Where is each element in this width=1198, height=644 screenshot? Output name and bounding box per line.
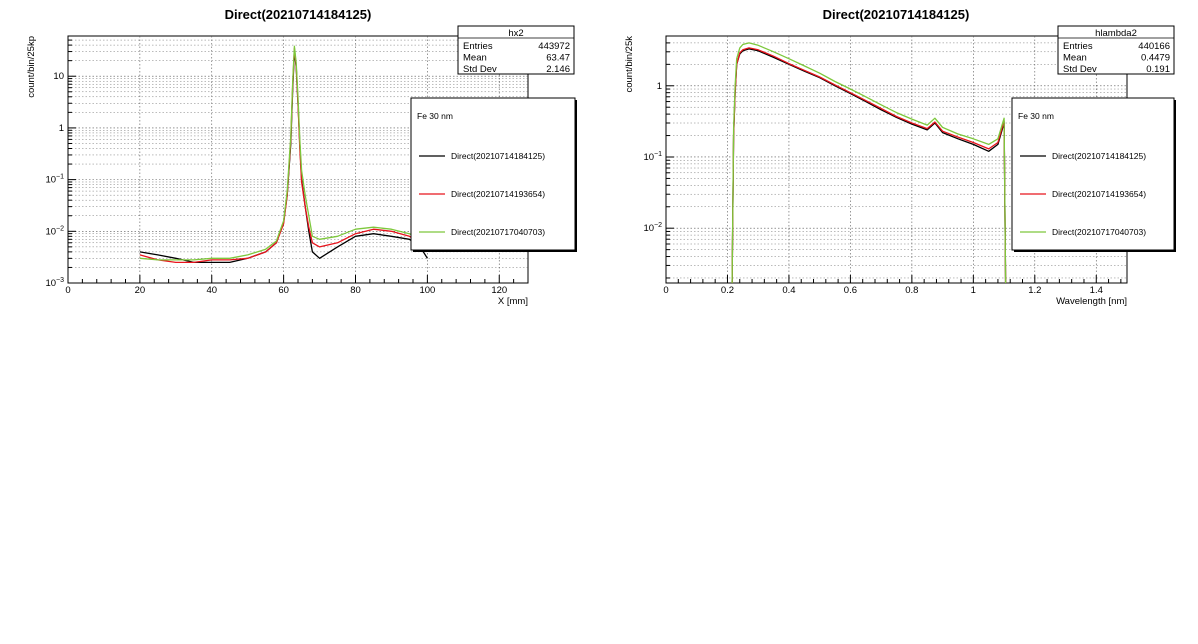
legend-entry-2: Direct(20210714193654) [451, 189, 545, 199]
stats-label: Mean [463, 53, 487, 64]
series-line-2 [731, 47, 1007, 283]
stats-label: Entries [463, 41, 493, 52]
y-tick-mantissa: 10 [45, 278, 56, 289]
series-group [139, 45, 428, 264]
stats-value: 2.146 [546, 64, 570, 75]
stats-value: 443972 [538, 41, 570, 52]
y-tick-label: 10−1 [45, 174, 64, 186]
legend-entry-1: Direct(20210714184125) [1052, 151, 1146, 161]
stats-name: hlambda2 [1095, 28, 1137, 39]
series-line-1 [731, 48, 1007, 283]
x-tick-label: 0.2 [721, 285, 734, 296]
x-tick-label: 60 [278, 285, 289, 296]
x-tick-label: 1.2 [1028, 285, 1041, 296]
series-group [731, 42, 1007, 283]
legend-entry-3: Direct(20210717040703) [1052, 227, 1146, 237]
y-tick-label: 10−2 [45, 225, 64, 237]
y-tick-mantissa: 10 [45, 226, 56, 237]
legend-entry-3: Direct(20210717040703) [451, 227, 545, 237]
stats-name: hx2 [508, 28, 523, 39]
x-tick-label: 0 [663, 285, 668, 296]
stats-label: Std Dev [1063, 64, 1097, 75]
x-tick-label: 0.8 [905, 285, 918, 296]
y-tick-label: 1 [657, 81, 662, 92]
stats-value: 63.47 [546, 53, 570, 64]
x-tick-label: 1 [971, 285, 976, 296]
x-tick-label: 0.4 [782, 285, 795, 296]
stats-value: 440166 [1138, 41, 1170, 52]
legend: Fe 30 nm Direct(20210714184125) Direct(202… [1011, 97, 1176, 252]
stats-value: 0.4479 [1141, 53, 1170, 64]
stats-label: Std Dev [463, 64, 497, 75]
x-tick-label: 0.6 [844, 285, 857, 296]
stats-value: 0.191 [1146, 64, 1170, 75]
x-tick-label: 100 [419, 285, 435, 296]
y-tick-exponent: −1 [654, 151, 662, 158]
y-tick-mantissa: 10 [643, 223, 654, 234]
chart-title: Direct(20210714184125) [225, 7, 372, 22]
chart-title: Direct(20210714184125) [823, 7, 970, 22]
y-tick-mantissa: 10 [643, 152, 654, 163]
legend-header: Fe 30 nm [1018, 111, 1054, 121]
y-tick-label: 10 [53, 71, 64, 82]
series-line-3 [731, 42, 1007, 283]
y-tick-mantissa: 10 [45, 175, 56, 186]
y-tick-label: 10−2 [643, 222, 662, 234]
legend-frame [1011, 97, 1175, 251]
x-tick-label: 0 [65, 285, 70, 296]
legend-entry-2: Direct(20210714193654) [1052, 189, 1146, 199]
y-axis-label: count/bin/25kp [26, 36, 37, 98]
x-axis-label: X [mm] [498, 296, 528, 307]
x-tick-label: 40 [206, 285, 217, 296]
legend-header: Fe 30 nm [417, 111, 453, 121]
stats-label: Mean [1063, 53, 1087, 64]
x-tick-label: 120 [491, 285, 507, 296]
legend-entry-1: Direct(20210714184125) [451, 151, 545, 161]
y-tick-label: 10−1 [643, 151, 662, 163]
y-tick-label: 1 [59, 123, 64, 134]
x-tick-label: 80 [350, 285, 361, 296]
series-line-3 [139, 45, 428, 261]
y-tick-exponent: −2 [654, 222, 662, 229]
x-tick-label: 20 [135, 285, 146, 296]
x-axis-label: Wavelength [nm] [1056, 296, 1127, 307]
x-tick-label: 1.4 [1090, 285, 1103, 296]
legend: Fe 30 nm Direct(20210714184125) Direct(202… [410, 97, 577, 252]
y-tick-exponent: −2 [56, 225, 64, 232]
chart-panel-2: 0 0.2 0.4 0.6 0.8 1 1.2 1.410−210−11Wavelength … [624, 7, 1176, 307]
y-tick-mantissa: 1 [657, 81, 662, 92]
y-tick-label: 10−3 [45, 277, 64, 289]
stats-box: hx2 Entries 443972 Mean 63.47 Std Dev 2.146 [457, 25, 575, 75]
y-tick-mantissa: 10 [53, 71, 64, 82]
stats-frame [457, 25, 575, 75]
y-tick-mantissa: 1 [59, 123, 64, 134]
y-tick-exponent: −1 [56, 174, 64, 181]
stats-frame [1057, 25, 1175, 75]
stats-label: Entries [1063, 41, 1093, 52]
y-axis-label: count/bin/25k [624, 36, 635, 93]
legend-frame [410, 97, 576, 251]
y-tick-exponent: −3 [56, 277, 64, 284]
